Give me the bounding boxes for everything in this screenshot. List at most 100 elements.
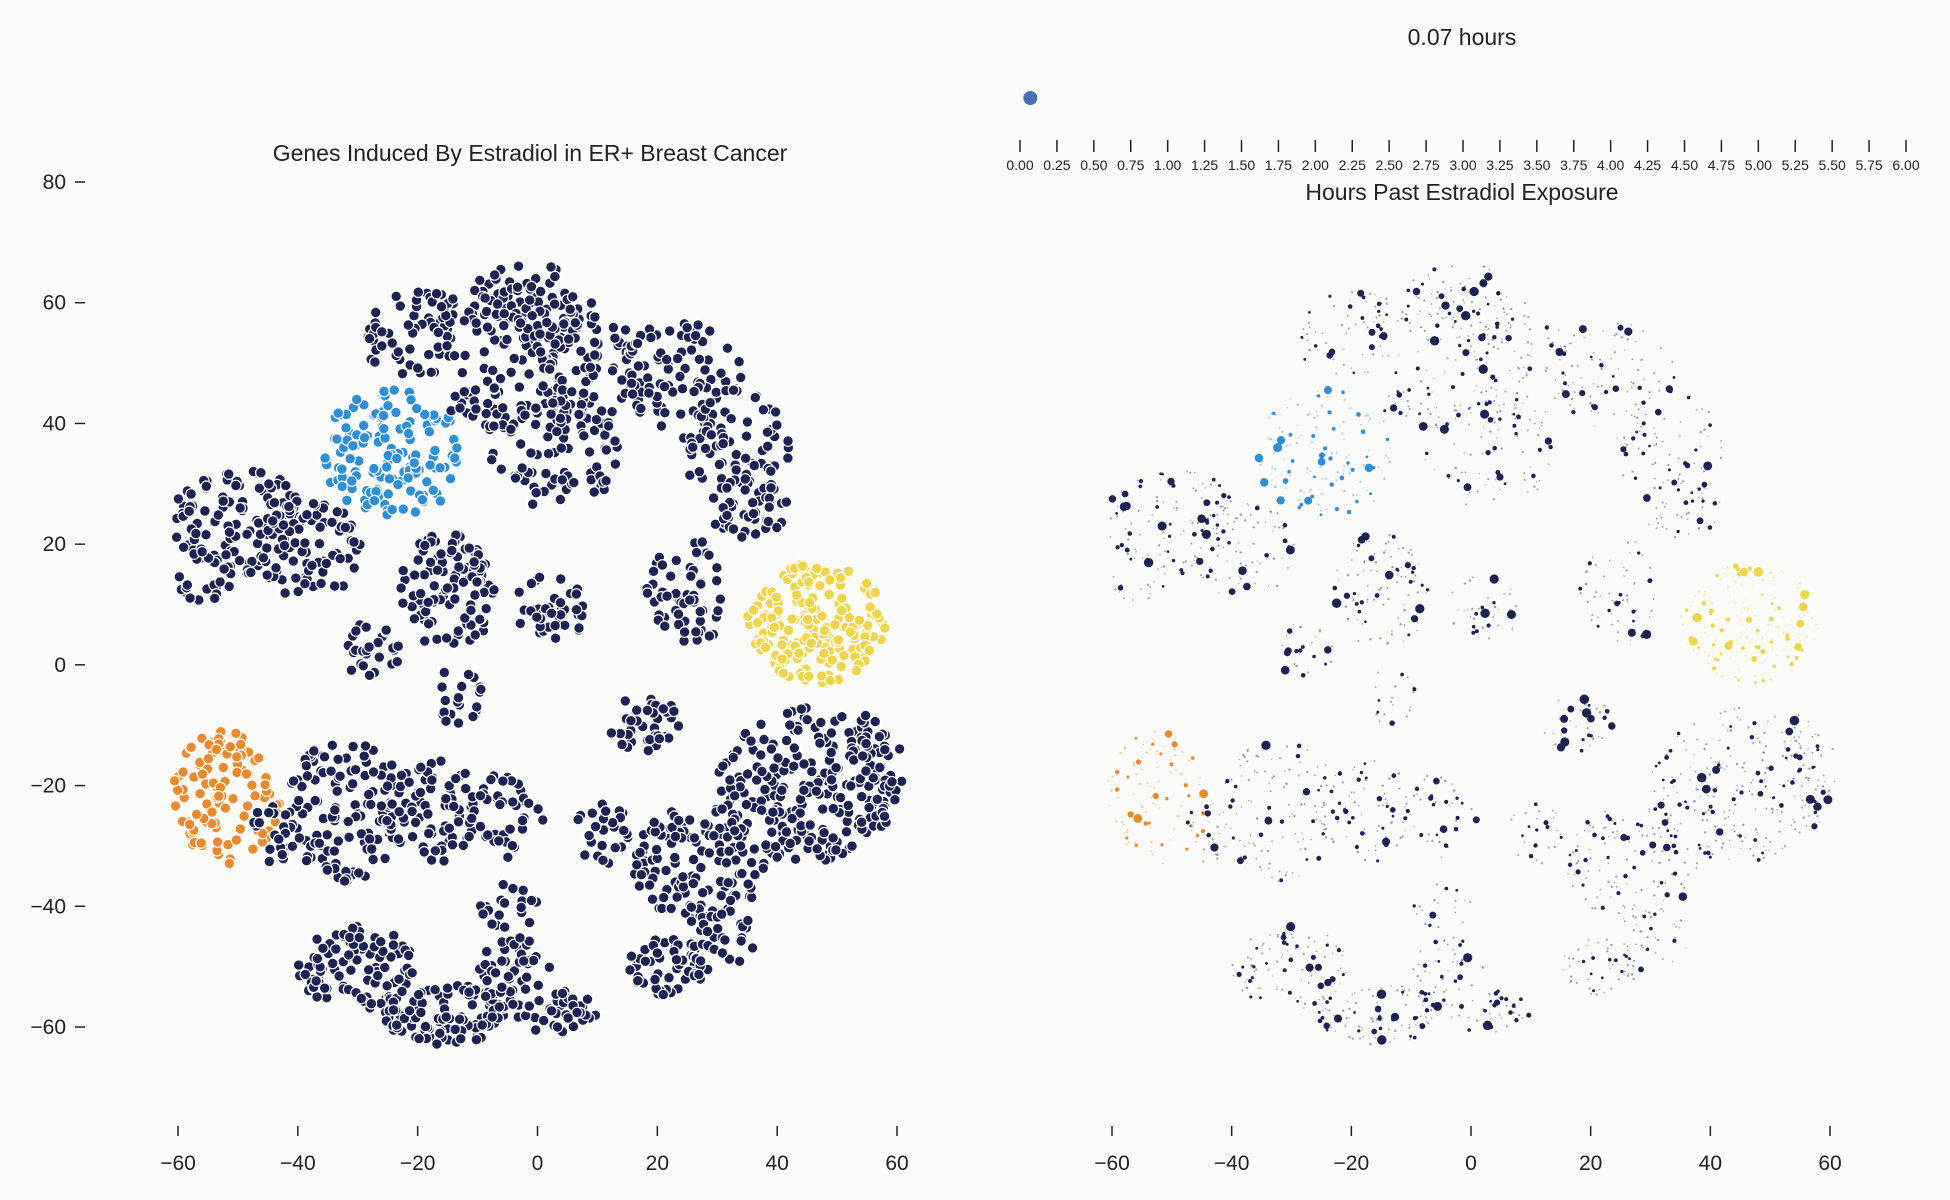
scatter-point-main	[1794, 739, 1796, 742]
scatter-point-main	[1272, 775, 1275, 778]
scatter-point-main	[1374, 849, 1377, 852]
scatter-point-main	[488, 583, 500, 596]
scatter-point-right	[793, 647, 805, 660]
scatter-point-main	[548, 298, 561, 311]
scatter-point-main	[266, 515, 279, 527]
scatter-point-main	[516, 462, 528, 474]
scatter-point-main	[1640, 425, 1642, 428]
scatter-point-main	[1653, 427, 1655, 429]
scatter-point-main	[1480, 605, 1485, 610]
scatter-point-main	[1422, 1004, 1424, 1006]
scatter-point-upper-left	[378, 385, 390, 398]
scatter-point-main	[1293, 814, 1296, 818]
scatter-point-main	[1253, 770, 1256, 772]
scatter-point-upper-left	[1271, 412, 1273, 414]
scatter-point-upper-left	[1268, 416, 1271, 419]
scatter-point-main	[556, 987, 569, 1000]
scatter-point-main	[1385, 302, 1388, 305]
scatter-point-main	[609, 332, 621, 345]
scatter-point-main	[469, 384, 482, 396]
scatter-point-main	[1413, 825, 1415, 828]
scatter-point-main	[1797, 769, 1801, 773]
scatter-point-upper-left	[1278, 426, 1281, 429]
scatter-point-main	[1366, 598, 1369, 601]
scatter-point-main	[1541, 425, 1543, 427]
scatter-point-main	[1230, 827, 1232, 829]
scatter-point-main	[1763, 731, 1766, 735]
scatter-point-main	[425, 366, 438, 379]
scatter-point-main	[1272, 557, 1276, 560]
scatter-point-right	[802, 670, 815, 683]
scatter-point-main	[387, 939, 400, 951]
scatter-point-lower-left	[1163, 745, 1166, 748]
scatter-point-main	[1374, 593, 1380, 598]
scatter-point-main	[422, 808, 434, 820]
scatter-point-lower-left	[1169, 762, 1174, 767]
scatter-point-main	[422, 348, 435, 361]
scatter-point-upper-left	[1276, 436, 1286, 445]
scatter-point-lower-left	[1151, 795, 1154, 798]
scatter-point-main	[1451, 783, 1453, 785]
scatter-point-main	[1455, 815, 1460, 820]
scatter-point-main	[1551, 809, 1554, 812]
scatter-point-main	[1450, 289, 1453, 292]
scatter-point-main	[767, 806, 779, 819]
scatter-point-main	[1352, 599, 1355, 602]
scatter-point-main	[1384, 570, 1394, 580]
scatter-point-main	[454, 402, 466, 414]
scatter-point-main	[1822, 774, 1825, 777]
scatter-point-main	[810, 785, 823, 798]
scatter-point-lower-left	[1132, 761, 1135, 764]
scatter-point-main	[1470, 807, 1473, 811]
scatter-point-main	[1722, 724, 1724, 726]
scatter-point-right	[1713, 657, 1717, 661]
x-tick-label: 20	[1579, 1152, 1602, 1175]
scatter-point-main	[1211, 477, 1216, 482]
scatter-point-main	[1201, 483, 1204, 485]
scatter-point-main	[720, 856, 733, 869]
scatter-point-main	[449, 772, 462, 785]
scatter-point-lower-left	[1190, 756, 1195, 760]
scatter-point-main	[1802, 816, 1805, 819]
scatter-point-main	[1328, 348, 1336, 356]
scatter-point-main	[1353, 801, 1356, 804]
scatter-point-main	[549, 338, 561, 350]
scatter-point-main	[1683, 861, 1686, 864]
scatter-point-right	[1734, 675, 1737, 678]
scatter-point-main	[1474, 611, 1479, 616]
scatter-point-main	[784, 837, 797, 850]
scatter-point-main	[1831, 747, 1834, 750]
scatter-point-main	[1412, 287, 1421, 296]
scatter-point-main	[1302, 328, 1305, 331]
scatter-point-main	[1451, 802, 1453, 804]
scatter-point-main	[1689, 766, 1691, 768]
scatter-point-main	[1700, 467, 1703, 470]
scatter-point-main	[537, 380, 549, 392]
scatter-point-main	[1658, 486, 1662, 490]
scatter-point-main	[1705, 743, 1708, 746]
scatter-point-main	[1808, 767, 1811, 770]
scatter-point-main	[1617, 620, 1620, 623]
scatter-point-main	[705, 428, 718, 441]
scatter-point-main	[549, 619, 561, 632]
scatter-point-main	[1476, 367, 1478, 369]
scatter-point-upper-left	[1320, 404, 1323, 407]
scatter-point-main	[658, 380, 671, 393]
scatter-point-main	[1640, 633, 1645, 639]
scatter-point-main	[671, 891, 683, 903]
scatter-point-main	[1268, 948, 1271, 950]
scatter-point-upper-left	[1300, 435, 1302, 437]
scatter-point-main	[473, 274, 486, 287]
scatter-point-right	[1719, 578, 1722, 581]
scatter-point-main	[1617, 912, 1620, 915]
scatter-point-main	[1335, 990, 1337, 993]
scatter-point-main	[1652, 880, 1656, 883]
scatter-point-main	[1497, 608, 1499, 611]
scatter-point-main	[543, 363, 556, 376]
scatter-point-main	[1703, 461, 1713, 471]
scatter-point-main	[860, 737, 872, 750]
scatter-point-main	[1286, 871, 1288, 873]
scatter-point-main	[1344, 806, 1347, 808]
scatter-point-main	[1575, 862, 1578, 865]
scatter-point-main	[681, 321, 694, 334]
